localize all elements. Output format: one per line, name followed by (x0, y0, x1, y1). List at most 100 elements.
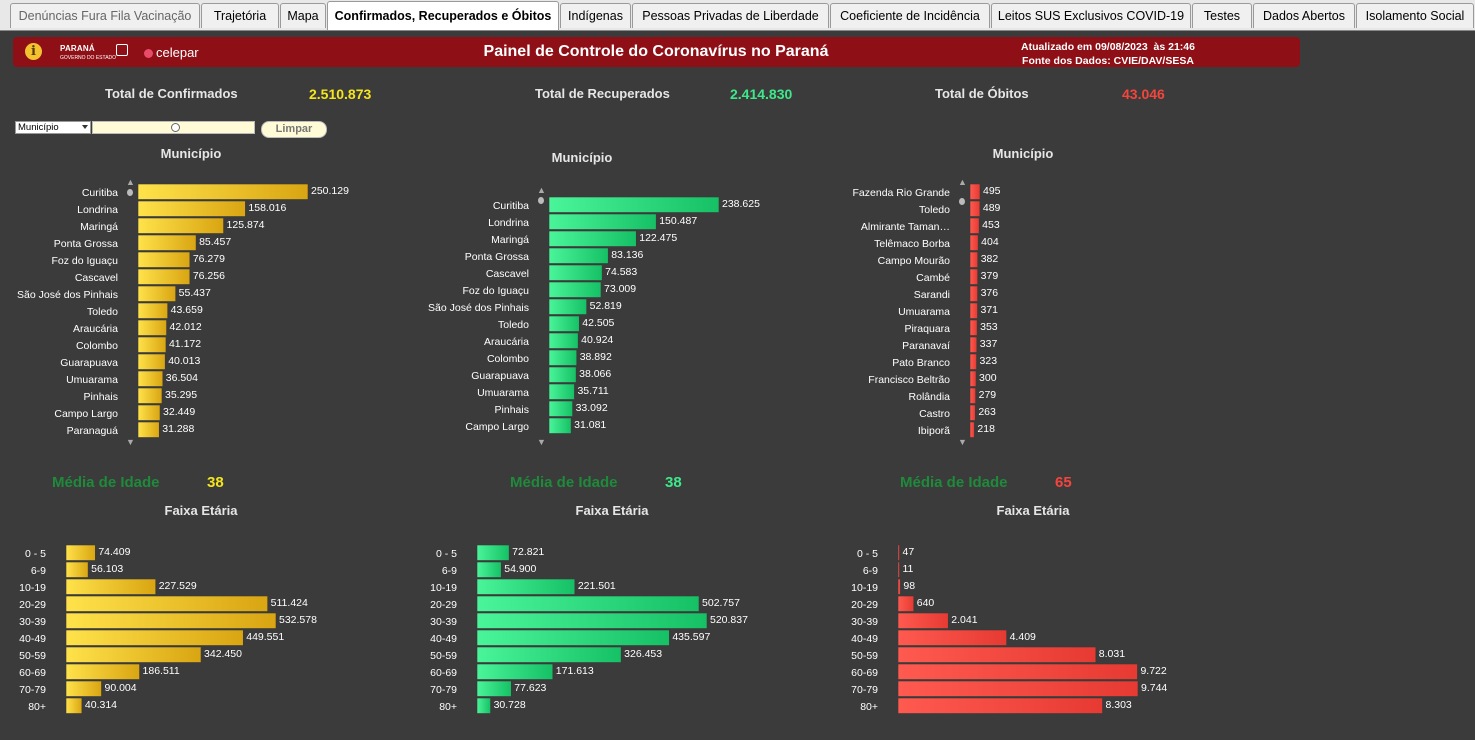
bar[interactable] (137, 421, 160, 438)
bar[interactable] (65, 663, 140, 680)
bar[interactable] (969, 183, 981, 200)
bar[interactable] (548, 247, 609, 264)
scroll-up-icon[interactable]: ▲ (537, 185, 546, 195)
bar[interactable] (969, 302, 978, 319)
bar[interactable] (548, 264, 603, 281)
bar[interactable] (137, 353, 166, 370)
bar[interactable] (137, 285, 176, 302)
tab-privadas-liberdade[interactable]: Pessoas Privadas de Liberdade (632, 3, 829, 28)
bar[interactable] (969, 234, 979, 251)
bar[interactable] (476, 629, 670, 646)
scroll-down-icon[interactable]: ▼ (126, 437, 135, 447)
bar[interactable] (548, 383, 575, 400)
bar[interactable] (476, 544, 510, 561)
bar[interactable] (548, 400, 573, 417)
bar[interactable] (137, 404, 161, 421)
info-icon[interactable]: i (25, 43, 42, 60)
bar[interactable] (65, 612, 277, 629)
bar[interactable] (65, 680, 102, 697)
bar[interactable] (65, 544, 96, 561)
bar[interactable] (897, 612, 949, 629)
bar[interactable] (476, 595, 700, 612)
bar[interactable] (897, 697, 1103, 714)
bar[interactable] (548, 298, 587, 315)
bar[interactable] (476, 612, 708, 629)
bar[interactable] (969, 285, 978, 302)
bar[interactable] (137, 268, 191, 285)
bar[interactable] (969, 251, 979, 268)
scroll-thumb[interactable] (538, 197, 544, 204)
bar[interactable] (969, 404, 976, 421)
bar[interactable] (969, 200, 981, 217)
tab-fura-fila[interactable]: Denúncias Fura Fila Vacinação (10, 3, 200, 28)
bar[interactable] (476, 561, 502, 578)
bar[interactable] (969, 387, 976, 404)
bar[interactable] (137, 251, 191, 268)
bar[interactable] (548, 417, 572, 434)
bar[interactable] (969, 319, 978, 336)
bar[interactable] (476, 646, 622, 663)
bar[interactable] (969, 353, 977, 370)
bar[interactable] (65, 697, 83, 714)
bar[interactable] (969, 336, 978, 353)
bar[interactable] (897, 629, 1007, 646)
bar[interactable] (897, 595, 915, 612)
bar[interactable] (548, 213, 657, 230)
bar[interactable] (476, 578, 576, 595)
scroll-up-icon[interactable]: ▲ (958, 177, 967, 187)
tab-mapa[interactable]: Mapa (280, 3, 326, 28)
bar[interactable] (137, 370, 164, 387)
tab-isolamento[interactable]: Isolamento Social (1356, 3, 1474, 28)
bar[interactable] (137, 183, 309, 200)
tab-leitos[interactable]: Leitos SUS Exclusivos COVID-19 (991, 3, 1191, 28)
bar[interactable] (897, 680, 1139, 697)
tab-confirmados[interactable]: Confirmados, Recuperados e Óbitos (327, 1, 559, 30)
bar[interactable] (548, 281, 602, 298)
bar[interactable] (65, 561, 89, 578)
bar[interactable] (137, 217, 224, 234)
bar[interactable] (897, 544, 900, 561)
bar[interactable] (897, 663, 1138, 680)
bar[interactable] (65, 578, 157, 595)
tab-coeficiente[interactable]: Coeficiente de Incidência (830, 3, 990, 28)
municipio-select[interactable]: Município (15, 121, 91, 134)
tab-testes[interactable]: Testes (1192, 3, 1252, 28)
bar[interactable] (65, 646, 202, 663)
bar[interactable] (548, 366, 577, 383)
tab-indigenas[interactable]: Indígenas (560, 3, 631, 28)
bar[interactable] (137, 319, 167, 336)
bar[interactable] (476, 697, 491, 714)
bar[interactable] (137, 387, 163, 404)
bar[interactable] (548, 315, 580, 332)
bar[interactable] (548, 332, 579, 349)
total-deaths-label: Total de Óbitos (935, 86, 1029, 101)
bar[interactable] (969, 370, 977, 387)
bar[interactable] (65, 595, 268, 612)
bar[interactable] (548, 196, 720, 213)
bar[interactable] (897, 561, 900, 578)
tab-trajetoria[interactable]: Trajetória (201, 3, 279, 28)
clear-button[interactable]: Limpar (261, 121, 327, 138)
bar[interactable] (137, 302, 168, 319)
bar[interactable] (969, 421, 975, 438)
municipio-search-input[interactable] (92, 121, 255, 134)
bar[interactable] (897, 646, 1097, 663)
scroll-thumb[interactable] (959, 198, 965, 205)
bar[interactable] (548, 230, 637, 247)
scroll-down-icon[interactable]: ▼ (537, 437, 546, 447)
bar[interactable] (476, 680, 512, 697)
bar[interactable] (65, 629, 244, 646)
bar[interactable] (476, 663, 554, 680)
bar[interactable] (137, 200, 246, 217)
bar[interactable] (897, 578, 901, 595)
bar[interactable] (548, 349, 578, 366)
bar[interactable] (137, 336, 167, 353)
scroll-up-icon[interactable]: ▲ (126, 177, 135, 187)
radio-circle-icon[interactable] (171, 123, 180, 132)
bar[interactable] (969, 217, 980, 234)
scroll-thumb[interactable] (127, 189, 133, 196)
bar[interactable] (137, 234, 197, 251)
scroll-down-icon[interactable]: ▼ (958, 437, 967, 447)
tab-dados-abertos[interactable]: Dados Abertos (1253, 3, 1355, 28)
bar[interactable] (969, 268, 978, 285)
